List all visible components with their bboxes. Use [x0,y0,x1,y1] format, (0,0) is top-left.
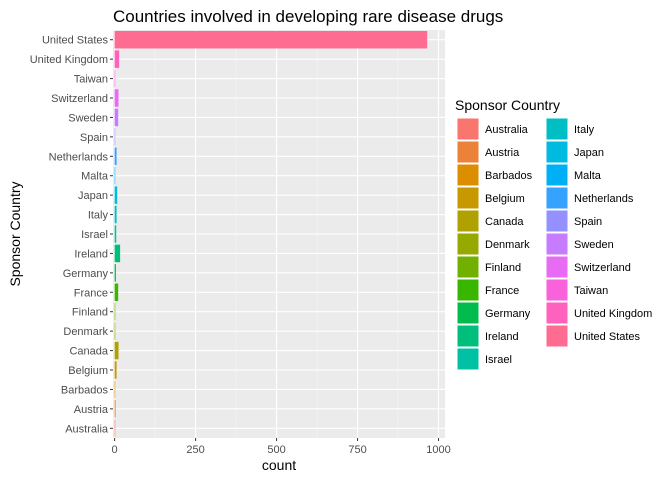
y-tick-label: Malta [81,171,109,183]
legend-key [456,186,480,210]
x-tick-label: 500 [267,444,285,456]
bar-netherlands [114,147,117,166]
y-tick-label: Taiwan [74,74,108,86]
legend-label: Finland [485,262,521,274]
x-axis-title: count [262,457,296,473]
legend-key [456,163,480,187]
legend-label: Australia [485,124,529,136]
x-tick-label: 750 [348,444,366,456]
y-tick-label: United Kingdom [30,54,108,66]
y-tick-label: Canada [69,346,108,358]
y-tick-label: Australia [65,423,109,435]
legend-key [545,301,569,325]
legend-key [456,278,480,302]
legend-key [456,301,480,325]
bar-barbados [114,380,116,399]
legend-label: United States [574,331,641,343]
x-tick-label: 250 [186,444,204,456]
bar-belgium [114,361,117,379]
legend-key [456,209,480,233]
y-axis-ticks: Australia Austria Barbados Belgium Canada Den… [30,35,113,435]
bar-australia [114,419,116,438]
x-tick-label: 0 [112,444,118,456]
bar-united-states [114,30,428,49]
legend-key [545,278,569,302]
legend-label: Ireland [485,331,519,343]
legend-label: Austria [485,147,520,159]
y-tick-label: Netherlands [49,151,109,163]
legend-key [545,163,569,187]
y-tick-label: Barbados [61,384,109,396]
legend-label: Netherlands [574,193,634,205]
legend-key [456,140,480,164]
legend-label: Germany [485,308,531,320]
bar-united-kingdom [114,50,120,68]
legend-label: Japan [574,147,604,159]
bar-canada [114,341,119,360]
legend-label: Italy [574,124,595,136]
legend-label: Israel [485,354,512,366]
y-tick-label: Austria [74,404,109,416]
bar-finland [114,302,116,321]
legend-label: Malta [574,170,602,182]
y-tick-label: Italy [88,210,109,222]
y-tick-label: France [74,287,108,299]
bar-switzerland [114,89,119,107]
y-tick-label: Ireland [74,248,108,260]
legend-label: Sweden [574,239,614,251]
legend-label: Switzerland [574,262,631,274]
bar-spain [114,128,116,146]
bar-sweden [114,108,119,127]
legend-label: Canada [485,216,524,228]
legend-key [456,255,480,279]
legend-key [545,255,569,279]
bars [114,30,428,438]
legend-label: Taiwan [574,285,608,297]
bar-austria [114,400,116,418]
legend-key [545,140,569,164]
bar-ireland [114,244,121,263]
legend-label: France [485,285,519,297]
y-tick-label: Belgium [68,365,108,377]
y-tick-label: United States [42,35,109,47]
y-tick-label: Finland [72,307,108,319]
bar-germany [114,264,116,282]
legend-key [456,117,480,141]
legend-key [456,324,480,348]
y-axis-title: Sponsor Country [7,181,23,286]
legend: Sponsor Country Australia Austria Barbados… [455,97,652,371]
x-tick-label: 1000 [426,444,450,456]
chart-title: Countries involved in developing rare di… [113,7,503,26]
bar-malta [114,166,116,185]
bar-taiwan [114,69,116,88]
legend-key [545,232,569,256]
legend-key [545,209,569,233]
y-tick-label: Sweden [68,112,108,124]
legend-key [456,347,480,371]
x-axis-ticks: 0 250 500 750 1000 [112,438,451,456]
legend-label: Spain [574,216,602,228]
bar-japan [114,186,118,204]
bar-denmark [114,322,116,340]
y-tick-label: Denmark [63,326,108,338]
legend-key [545,117,569,141]
bar-france [114,283,119,302]
legend-label: Barbados [485,170,533,182]
legend-key [545,186,569,210]
bar-israel [114,225,117,243]
y-tick-label: Switzerland [51,93,108,105]
y-tick-label: Israel [81,229,108,241]
y-tick-label: Germany [63,268,109,280]
legend-key [456,232,480,256]
y-tick-label: Spain [80,132,108,144]
legend-label: Belgium [485,193,525,205]
legend-key [545,324,569,348]
bar-italy [114,205,117,224]
legend-label: Denmark [485,239,530,251]
legend-title: Sponsor Country [455,97,560,113]
y-tick-label: Japan [78,190,108,202]
legend-label: United Kingdom [574,308,652,320]
